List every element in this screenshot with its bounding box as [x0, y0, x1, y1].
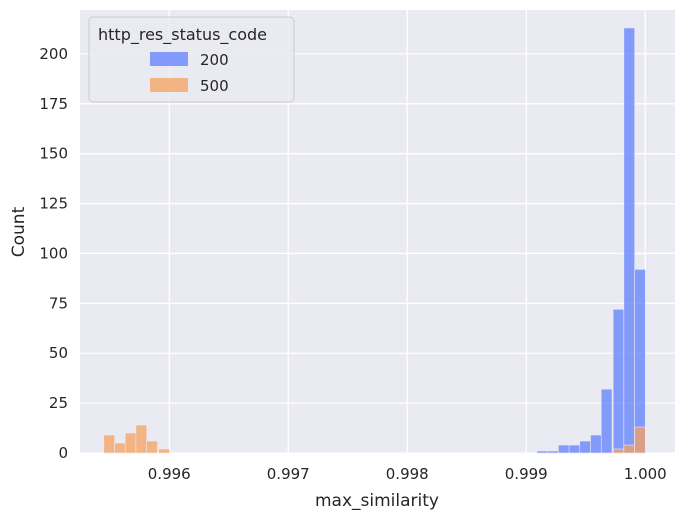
- bar-500: [146, 440, 158, 454]
- x-axis-label: max_similarity: [315, 491, 439, 511]
- bar-500: [135, 424, 148, 454]
- bar-200: [547, 450, 559, 454]
- y-axis-label: Count: [9, 206, 29, 257]
- x-tick-label: 1.000: [624, 465, 667, 483]
- legend: http_res_status_code 200 500: [88, 16, 295, 103]
- y-tick-label: 100: [39, 244, 68, 262]
- x-tick-label: 0.996: [148, 465, 191, 483]
- x-tick-label: 0.999: [505, 465, 548, 483]
- bar-200: [579, 440, 591, 454]
- bar-200: [612, 309, 625, 454]
- x-tick-label: 0.997: [267, 465, 310, 483]
- bar-500: [124, 432, 137, 454]
- y-tick-label: 50: [49, 344, 68, 362]
- legend-label-200: 200: [200, 51, 229, 69]
- histogram-bars: [103, 27, 646, 454]
- bar-500: [623, 444, 635, 454]
- y-tick-label: 25: [49, 394, 68, 412]
- y-tick-label: 75: [49, 294, 68, 312]
- bar-500: [103, 434, 115, 454]
- bar-500: [612, 448, 625, 454]
- legend-swatch-500: [150, 78, 188, 92]
- y-tick-labels: 0 25 50 75 100 125 150 175 200: [39, 45, 68, 462]
- legend-label-500: 500: [200, 77, 229, 95]
- bar-200: [634, 269, 646, 454]
- bar-200: [600, 388, 613, 454]
- x-tick-labels: 0.996 0.997 0.998 0.999 1.000: [148, 465, 667, 483]
- x-tick-label: 0.998: [386, 465, 429, 483]
- y-tick-label: 150: [39, 145, 68, 163]
- bar-200: [568, 444, 581, 454]
- bar-500: [634, 426, 646, 454]
- legend-title: http_res_status_code: [98, 25, 267, 45]
- y-tick-label: 200: [39, 45, 68, 63]
- bar-500: [114, 442, 126, 454]
- legend-box: [88, 16, 295, 103]
- y-tick-label: 175: [39, 95, 68, 113]
- y-tick-label: 0: [58, 444, 68, 462]
- bar-500: [158, 448, 170, 454]
- bar-200: [536, 450, 549, 454]
- legend-swatch-200: [150, 52, 188, 66]
- bar-200: [623, 27, 635, 454]
- bar-200: [590, 434, 602, 454]
- grid-lines: [80, 10, 675, 454]
- y-tick-label: 125: [39, 195, 68, 213]
- bar-200: [558, 444, 570, 454]
